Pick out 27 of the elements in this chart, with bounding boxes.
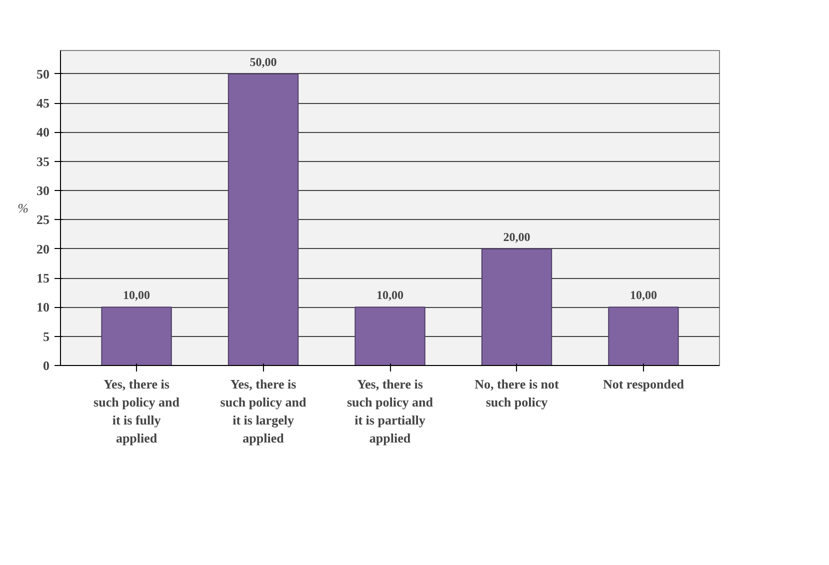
y-axis-title: % (18, 200, 29, 216)
x-tick-label: Yes, there is such policy and it is partially applied (347, 376, 434, 446)
bar (354, 306, 426, 366)
data-label: 10,00 (123, 288, 150, 302)
data-label: 10,00 (376, 288, 404, 302)
y-tick-label: 10 (36, 300, 50, 315)
y-tick-label: 50 (36, 66, 50, 82)
data-label: 50,00 (250, 54, 277, 69)
bar (481, 248, 552, 366)
y-tick-label: 45 (36, 96, 50, 110)
data-label: 10,00 (630, 288, 657, 302)
y-tick-label: 0 (43, 358, 50, 373)
data-label: 20,00 (503, 230, 530, 244)
y-tick-label: 40 (36, 124, 50, 140)
y-tick-label: 15 (36, 270, 50, 286)
x-tick-label: Yes, there is such policy and it is fully applied (94, 376, 180, 446)
y-tick-label: 5 (43, 328, 50, 344)
x-tick-label: No, there is not such policy (474, 376, 560, 410)
y-tick-label: 30 (36, 183, 50, 198)
y-tick-label: 35 (36, 154, 50, 169)
bar (228, 73, 299, 366)
bar (608, 306, 679, 366)
x-tick-label: Not responded (602, 376, 685, 392)
x-tick-label: Yes, there is such policy and it is largely applied (220, 376, 308, 446)
y-tick-label: 25 (36, 212, 50, 228)
bar (101, 306, 172, 366)
y-tick-label: 20 (36, 241, 50, 256)
